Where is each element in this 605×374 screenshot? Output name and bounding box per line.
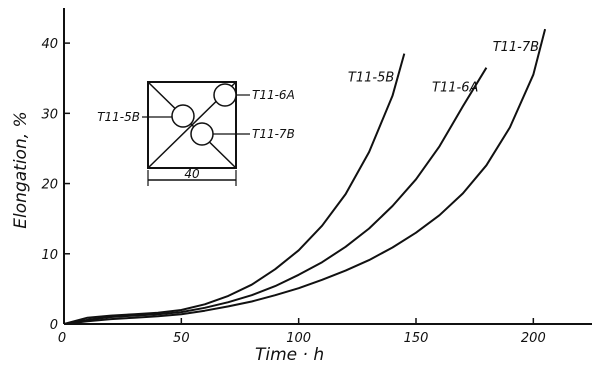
series-lines xyxy=(63,28,547,325)
x-tick-label: 200 xyxy=(521,331,546,346)
y-tick-label: 40 xyxy=(41,37,58,52)
specimen-circle-5b xyxy=(171,104,195,128)
y-tick-label: 20 xyxy=(41,178,58,193)
series-line-t11-7b xyxy=(63,28,547,325)
x-tick-label: 50 xyxy=(173,331,190,346)
y-tick-label: 0 xyxy=(50,318,58,333)
x-tick-label: 0 xyxy=(58,331,66,346)
series-line-t11-6a xyxy=(63,67,488,325)
series-label-t11-6a: T11-6A xyxy=(432,81,478,96)
series-label-t11-7b: T11-7B xyxy=(493,40,539,55)
inset-label-7b: T11-7B xyxy=(252,127,295,141)
x-tick-label: 150 xyxy=(404,331,429,346)
series-line-t11-5b xyxy=(63,53,406,325)
axis-ticks: 0 50 100 150 200 0 10 20 30 40 xyxy=(41,37,545,346)
specimen-inset: T11-5B T11-6A T11-7B 40 xyxy=(97,81,295,186)
dimension-label: 40 xyxy=(184,167,200,181)
series-labels: T11-5B T11-6A T11-7B xyxy=(348,40,539,96)
specimen-circle-7b xyxy=(190,122,214,146)
y-tick-label: 30 xyxy=(41,107,58,122)
y-tick-label: 10 xyxy=(41,248,58,263)
x-axis-title: Time · h xyxy=(255,345,324,365)
series-label-t11-5b: T11-5B xyxy=(348,71,394,86)
inset-square xyxy=(147,81,237,169)
y-axis-title: Elongation, % xyxy=(11,111,31,228)
inset-label-6a: T11-6A xyxy=(252,88,295,102)
inset-label-5b: T11-5B xyxy=(97,110,140,124)
specimen-circle-6a xyxy=(213,83,237,107)
x-tick-label: 100 xyxy=(286,331,311,346)
